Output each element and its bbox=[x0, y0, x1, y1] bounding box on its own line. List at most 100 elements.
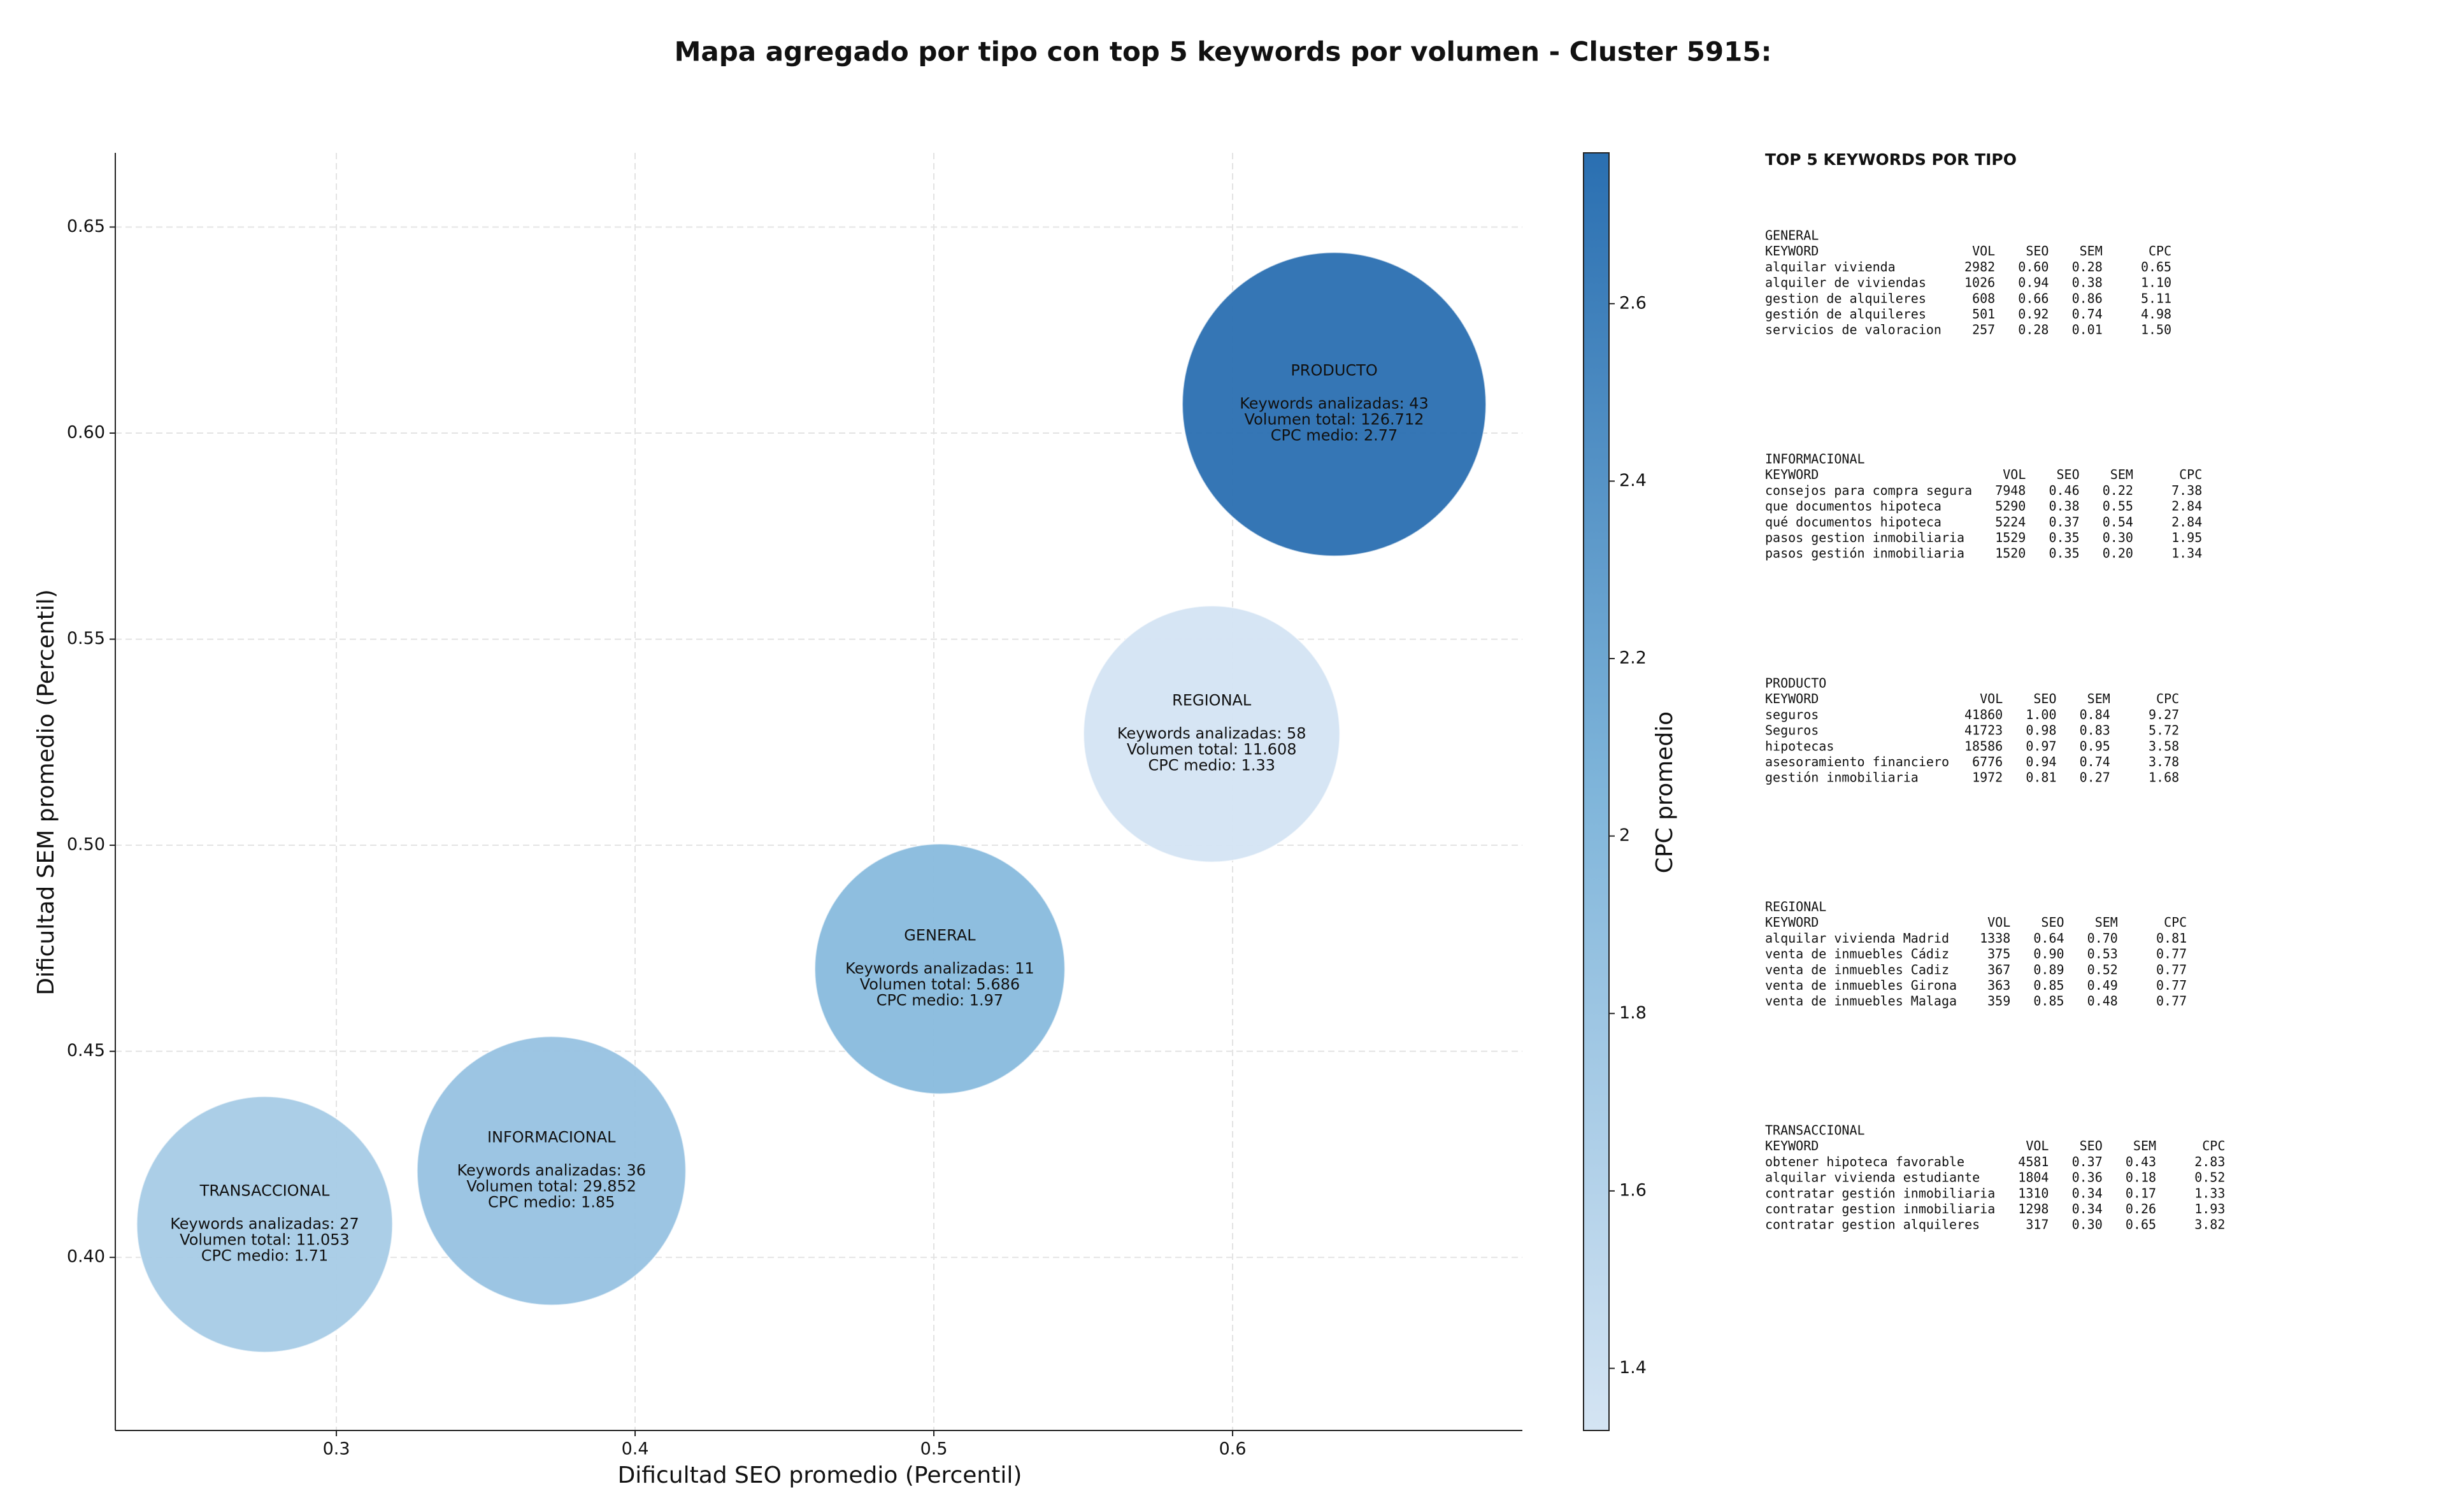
table-cell: 0.34 bbox=[2072, 1201, 2103, 1216]
table-cell: 0.18 bbox=[2126, 1170, 2156, 1185]
table-cell: 0.70 bbox=[2087, 931, 2118, 946]
table-header: KEYWORD bbox=[1765, 915, 1819, 930]
table-cell: que documentos hipoteca bbox=[1765, 499, 1942, 514]
bubble-annotation: Keywords analizadas: 36 bbox=[457, 1161, 646, 1179]
table-cell: 0.26 bbox=[2126, 1201, 2156, 1216]
table-cell: 0.52 bbox=[2087, 962, 2118, 977]
y-tick-label: 0.65 bbox=[67, 217, 105, 236]
bubble-name: INFORMACIONAL bbox=[487, 1128, 616, 1146]
table-cell: 1804 bbox=[2018, 1170, 2049, 1185]
table-cell: 0.30 bbox=[2103, 530, 2133, 545]
colorbar-tick-label: 1.4 bbox=[1619, 1358, 1647, 1378]
table-header: CPC bbox=[2179, 467, 2202, 482]
bubble-annotation: CPC medio: 1.33 bbox=[1148, 756, 1275, 774]
table-cell: qué documentos hipoteca bbox=[1765, 514, 1942, 529]
table-cell: 363 bbox=[1987, 978, 2010, 993]
table-cell: 1026 bbox=[1964, 275, 1995, 290]
table-cell: 0.30 bbox=[2072, 1217, 2103, 1232]
table-cell: contratar gestion alquileres bbox=[1765, 1217, 1980, 1232]
table-cell: 501 bbox=[1972, 306, 1995, 322]
table-cell: 1.10 bbox=[2141, 275, 2171, 290]
table-cell: 1.95 bbox=[2171, 530, 2202, 545]
x-tick-label: 0.4 bbox=[622, 1439, 649, 1459]
table-header: KEYWORD bbox=[1765, 691, 1819, 706]
table-cell: 4581 bbox=[2018, 1154, 2049, 1169]
colorbar-label: CPC promedio bbox=[1652, 711, 1678, 873]
table-cell: gestión inmobiliaria bbox=[1765, 770, 1919, 785]
table-cell: 0.54 bbox=[2103, 514, 2133, 529]
x-axis-label: Dificultad SEO promedio (Percentil) bbox=[618, 1462, 1022, 1488]
y-tick-label: 0.40 bbox=[67, 1247, 105, 1267]
bubble-annotation: Keywords analizadas: 27 bbox=[170, 1215, 359, 1232]
table-cell: 317 bbox=[2026, 1217, 2049, 1232]
table-header: KEYWORD bbox=[1765, 467, 1819, 482]
table-header: SEO bbox=[2080, 1138, 2103, 1153]
bubble-annotation: CPC medio: 2.77 bbox=[1271, 427, 1398, 445]
bubble-name: PRODUCTO bbox=[1291, 362, 1377, 380]
bubble-annotation: Volumen total: 5.686 bbox=[860, 975, 1020, 993]
table-header: KEYWORD bbox=[1765, 1138, 1819, 1153]
table-cell: 0.94 bbox=[2018, 275, 2049, 290]
table-cell: 2982 bbox=[1964, 259, 1995, 275]
table-cell: 7.38 bbox=[2171, 483, 2202, 498]
table-cell: 3.82 bbox=[2194, 1217, 2225, 1232]
colorbar bbox=[1583, 152, 1610, 1431]
table-cell: 0.74 bbox=[2080, 754, 2110, 769]
table-cell: 0.94 bbox=[2026, 754, 2056, 769]
table-cell: consejos para compra segura bbox=[1765, 483, 1972, 498]
table-header: VOL bbox=[1972, 243, 1995, 259]
table-cell: 0.98 bbox=[2026, 723, 2056, 738]
table-cell: seguros bbox=[1765, 707, 1819, 722]
table-group-name: INFORMACIONAL bbox=[1765, 452, 1865, 467]
y-tick-label: 0.55 bbox=[67, 629, 105, 648]
bubble bbox=[1182, 252, 1487, 557]
table-cell: 2.84 bbox=[2171, 514, 2202, 529]
table-cell: 0.77 bbox=[2156, 962, 2187, 977]
bubble-annotation: Keywords analizadas: 43 bbox=[1240, 395, 1429, 413]
table-cell: 3.58 bbox=[2149, 738, 2179, 753]
table-header: SEM bbox=[2133, 1138, 2156, 1153]
table-cell: 0.36 bbox=[2072, 1170, 2103, 1185]
table-cell: 1529 bbox=[1995, 530, 2026, 545]
table-cell: 608 bbox=[1972, 290, 1995, 306]
table-cell: 1.50 bbox=[2141, 322, 2171, 338]
table-cell: 5.11 bbox=[2141, 290, 2171, 306]
table-cell: 0.01 bbox=[2072, 322, 2103, 338]
table-cell: 0.64 bbox=[2033, 931, 2064, 946]
table-header: SEM bbox=[2087, 691, 2110, 706]
x-tick-label: 0.6 bbox=[1219, 1439, 1247, 1459]
table-cell: 1.00 bbox=[2026, 707, 2056, 722]
colorbar-tick-label: 2 bbox=[1619, 825, 1630, 845]
colorbar-tick-label: 2.2 bbox=[1619, 648, 1647, 668]
table-group-name: PRODUCTO bbox=[1765, 676, 1826, 691]
table-cell: 0.35 bbox=[2049, 530, 2079, 545]
table-cell: 0.37 bbox=[2072, 1154, 2103, 1169]
table-cell: 5224 bbox=[1995, 514, 2026, 529]
table-cell: 9.27 bbox=[2149, 707, 2179, 722]
y-tick-label: 0.60 bbox=[67, 423, 105, 443]
table-cell: 0.60 bbox=[2018, 259, 2049, 275]
table-cell: venta de inmuebles Malaga bbox=[1765, 994, 1957, 1009]
table-cell: 0.83 bbox=[2080, 723, 2110, 738]
table-header: CPC bbox=[2202, 1138, 2225, 1153]
table-header: VOL bbox=[2003, 467, 2026, 482]
table-cell: 1.68 bbox=[2149, 770, 2179, 785]
table-cell: 1972 bbox=[1972, 770, 2003, 785]
table-cell: venta de inmuebles Cádiz bbox=[1765, 946, 1949, 962]
table-header: SEO bbox=[2026, 243, 2049, 259]
table-cell: 0.38 bbox=[2072, 275, 2103, 290]
bubble bbox=[814, 843, 1066, 1095]
table-cell: 0.17 bbox=[2126, 1185, 2156, 1201]
bubble-annotation: Keywords analizadas: 58 bbox=[1117, 724, 1306, 742]
table-cell: 0.85 bbox=[2033, 994, 2064, 1009]
table-cell: 0.86 bbox=[2072, 290, 2103, 306]
table-header: CPC bbox=[2164, 915, 2187, 930]
x-tick-label: 0.3 bbox=[323, 1439, 350, 1459]
table-cell: 0.74 bbox=[2072, 306, 2103, 322]
table-cell: 0.46 bbox=[2049, 483, 2079, 498]
table-cell: alquilar vivienda bbox=[1765, 259, 1896, 275]
table-cell: alquiler de viviendas bbox=[1765, 275, 1926, 290]
table-cell: 1338 bbox=[1980, 931, 2010, 946]
colorbar-tick-label: 1.6 bbox=[1619, 1180, 1647, 1200]
